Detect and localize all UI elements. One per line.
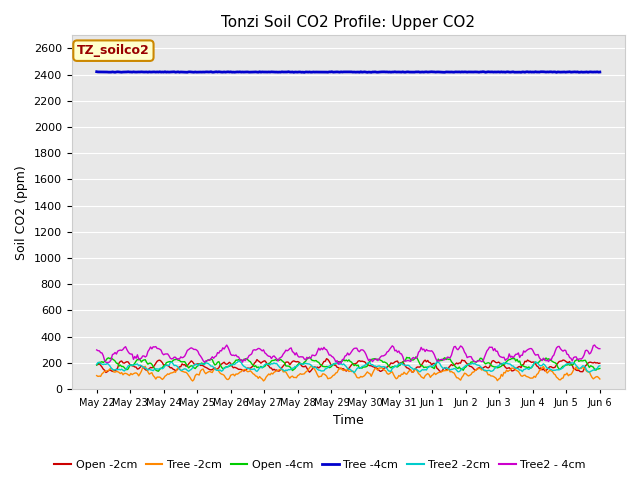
Tree2 -2cm — [355, 365, 362, 371]
Open -2cm — [93, 362, 100, 368]
Open -2cm — [596, 360, 604, 366]
Tree2 -2cm — [595, 363, 602, 369]
Tree2 -2cm — [529, 362, 537, 368]
Line: Tree2 -2cm: Tree2 -2cm — [97, 361, 600, 373]
Tree2 - 4cm — [125, 351, 133, 357]
Text: TZ_soilco2: TZ_soilco2 — [77, 44, 150, 57]
Open -4cm — [454, 366, 462, 372]
Open -2cm — [355, 358, 362, 364]
Tree -2cm — [93, 373, 100, 379]
Tree2 -2cm — [93, 361, 100, 367]
Tree2 - 4cm — [453, 346, 461, 352]
Open -4cm — [93, 362, 100, 368]
Tree -2cm — [596, 376, 604, 382]
Tree2 -2cm — [110, 367, 118, 373]
Open -4cm — [125, 363, 133, 369]
Tree2 -2cm — [596, 363, 604, 369]
Open -2cm — [323, 356, 330, 361]
Open -4cm — [353, 363, 361, 369]
Tree -2cm — [454, 375, 462, 381]
Tree2 - 4cm — [110, 351, 118, 357]
Open -2cm — [595, 360, 602, 366]
Tree -4cm — [454, 69, 462, 75]
Tree -2cm — [307, 363, 315, 369]
Tree -4cm — [529, 69, 537, 75]
Tree -2cm — [355, 375, 362, 381]
Line: Tree2 - 4cm: Tree2 - 4cm — [97, 345, 600, 364]
Y-axis label: Soil CO2 (ppm): Soil CO2 (ppm) — [15, 165, 28, 260]
Tree2 -2cm — [350, 370, 358, 376]
Tree2 - 4cm — [335, 361, 342, 367]
Tree -4cm — [300, 70, 308, 75]
Tree2 -2cm — [454, 369, 462, 375]
Tree2 -2cm — [125, 362, 133, 368]
Line: Tree -2cm: Tree -2cm — [97, 366, 600, 381]
Open -4cm — [155, 368, 163, 374]
Tree -2cm — [595, 375, 602, 381]
Tree2 - 4cm — [591, 342, 598, 348]
Tree -4cm — [595, 69, 602, 75]
Tree2 - 4cm — [596, 346, 604, 351]
Tree -4cm — [285, 69, 292, 74]
Tree -2cm — [125, 372, 133, 378]
Tree2 - 4cm — [528, 346, 536, 351]
Line: Open -4cm: Open -4cm — [97, 357, 600, 371]
Open -2cm — [127, 362, 134, 368]
Open -2cm — [454, 361, 462, 367]
Tree -4cm — [355, 69, 362, 75]
Open -4cm — [412, 354, 420, 360]
Tree -4cm — [93, 69, 100, 74]
Open -4cm — [595, 366, 602, 372]
Open -4cm — [529, 363, 537, 369]
X-axis label: Time: Time — [333, 414, 364, 427]
Tree -2cm — [110, 369, 118, 375]
Tree2 -2cm — [235, 358, 243, 364]
Tree2 - 4cm — [353, 345, 361, 351]
Title: Tonzi Soil CO2 Profile: Upper CO2: Tonzi Soil CO2 Profile: Upper CO2 — [221, 15, 476, 30]
Tree -4cm — [125, 69, 133, 75]
Open -2cm — [111, 368, 119, 373]
Tree2 - 4cm — [93, 347, 100, 353]
Legend: Open -2cm, Tree -2cm, Open -4cm, Tree -4cm, Tree2 -2cm, Tree2 - 4cm: Open -2cm, Tree -2cm, Open -4cm, Tree -4… — [50, 456, 590, 474]
Tree2 - 4cm — [595, 346, 602, 351]
Open -4cm — [110, 357, 118, 363]
Tree -4cm — [596, 69, 604, 75]
Line: Open -2cm: Open -2cm — [97, 359, 600, 372]
Tree -2cm — [189, 378, 196, 384]
Open -4cm — [596, 366, 604, 372]
Tree -2cm — [529, 375, 537, 381]
Open -2cm — [102, 370, 109, 375]
Tree -4cm — [110, 69, 118, 75]
Open -2cm — [529, 359, 537, 365]
